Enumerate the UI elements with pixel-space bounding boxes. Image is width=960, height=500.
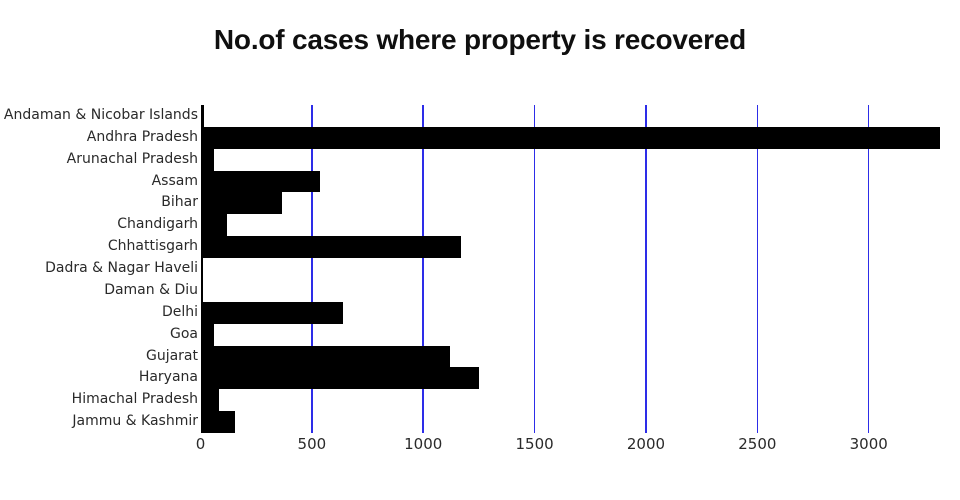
gridline	[533, 105, 536, 433]
bar-bihar	[200, 192, 282, 215]
gridline	[311, 105, 313, 433]
bar-assam	[200, 170, 321, 193]
bar-himachal-pradesh	[200, 389, 220, 412]
gridline	[422, 105, 424, 433]
bar-andhra-pradesh	[200, 126, 940, 149]
bar-arunachal-pradesh	[200, 148, 215, 171]
y-axis-label: Bihar	[161, 194, 198, 211]
x-tick-label: 3000	[849, 435, 888, 453]
y-axis-label: Arunachal Pradesh	[66, 150, 198, 167]
x-tick-label: 1500	[515, 435, 554, 453]
x-tick-label: 2000	[626, 435, 666, 453]
bar-daman-diu	[200, 279, 201, 302]
y-axis-label: Daman & Diu	[104, 281, 198, 298]
plot-area	[200, 105, 940, 433]
bar-chandigarh	[200, 214, 227, 237]
bar-goa	[200, 323, 215, 346]
bar-jammu-kashmir	[200, 411, 236, 433]
y-axis-label: Andaman & Nicobar Islands	[3, 107, 198, 123]
x-tick-label: 0	[195, 435, 206, 453]
y-axis-label: Delhi	[161, 303, 198, 320]
x-tick-label: 2500	[738, 435, 777, 453]
y-axis-label: Gujarat	[145, 347, 198, 364]
bar-andaman-nicobar-islands	[200, 105, 205, 127]
x-tick-label: 500	[297, 435, 327, 453]
y-axis-label: Goa	[170, 325, 198, 342]
y-axis-label: Jammu & Kashmir	[72, 413, 198, 430]
chart-title: No.of cases where property is recovered	[213, 24, 747, 55]
x-tick-label: 1000	[404, 435, 443, 453]
y-axis-label: Andhra Pradesh	[86, 128, 198, 145]
y-axis-label: Dadra & Nagar Haveli	[45, 260, 198, 277]
bar-gujarat	[200, 345, 450, 368]
y-axis-label: Chandigarh	[117, 216, 198, 233]
bar-haryana	[200, 367, 480, 390]
bar-chhattisgarh	[200, 236, 461, 259]
y-axis-label: Haryana	[138, 369, 198, 386]
gridline	[756, 105, 759, 433]
y-axis-label: Chhattisgarh	[107, 238, 198, 255]
y-axis-label: Assam	[151, 172, 198, 189]
gridline	[645, 105, 647, 433]
gridline	[867, 105, 870, 433]
y-axis-label: Himachal Pradesh	[71, 391, 198, 408]
bar-dadra-nagar-haveli	[200, 258, 202, 280]
bar-delhi	[200, 301, 344, 324]
